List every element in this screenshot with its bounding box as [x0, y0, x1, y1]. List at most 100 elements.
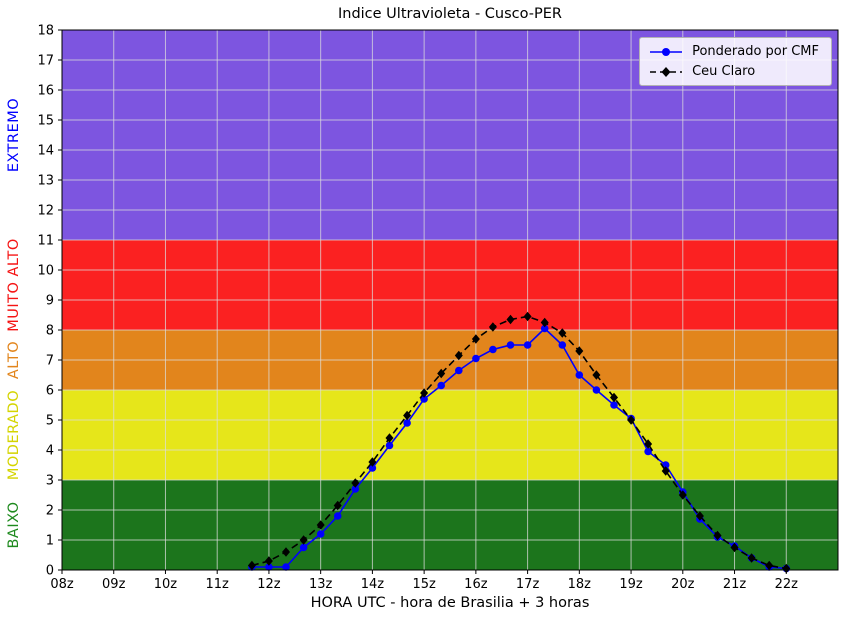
y-tick-label: 16 — [37, 84, 54, 99]
legend-marker-glyph-ponderado-por-cmf — [662, 47, 671, 56]
data-point-ponderado-por-cmf — [644, 447, 652, 456]
band-label-muito-alto: MUITO ALTO — [6, 238, 22, 332]
data-point-ceu-claro — [420, 388, 429, 398]
x-axis-label: HORA UTC - hora de Brasilia + 3 horas — [310, 595, 590, 611]
data-point-ceu-claro — [368, 457, 377, 467]
data-point-ceu-claro — [540, 317, 549, 328]
y-tick-label: 17 — [37, 54, 54, 69]
y-tick-label: 0 — [46, 564, 54, 579]
y-tick-label: 9 — [46, 294, 54, 309]
data-point-ponderado-por-cmf — [472, 354, 480, 363]
data-point-ponderado-por-cmf — [592, 386, 601, 394]
legend-label-ponderado: Ponderado por CMF — [692, 44, 819, 59]
band-muito-alto — [62, 240, 838, 330]
y-tick-label: 6 — [46, 384, 54, 399]
y-tick-label: 1 — [46, 534, 54, 549]
series-line-ponderado-por-cmf — [251, 327, 787, 570]
data-point-ponderado-por-cmf — [523, 341, 532, 349]
data-point-ceu-claro — [488, 322, 497, 332]
data-point-ceu-claro — [592, 370, 601, 380]
data-point-ponderado-por-cmf — [506, 341, 515, 349]
y-tick-label: 4 — [46, 444, 54, 459]
data-point-ceu-claro — [610, 392, 618, 403]
data-point-ceu-claro — [264, 556, 273, 566]
data-point-ponderado-por-cmf — [610, 401, 618, 409]
chart-legend: Ponderado por CMF Ceu Claro — [639, 37, 832, 86]
y-tick-label: 2 — [46, 504, 54, 519]
data-point-ceu-claro — [558, 328, 567, 338]
data-point-ceu-claro — [627, 415, 636, 425]
y-tick-label: 15 — [37, 114, 54, 129]
band-baixo — [62, 480, 838, 570]
legend-marker-ceu-claro-icon — [650, 66, 683, 77]
y-tick-label: 10 — [37, 264, 54, 279]
x-tick-label: 22z — [775, 577, 799, 592]
x-tick-label: 14z — [361, 577, 385, 592]
data-point-ceu-claro — [471, 334, 480, 344]
x-tick-label: 13z — [309, 577, 333, 592]
data-point-ceu-claro — [282, 547, 290, 557]
data-point-ceu-claro — [678, 490, 687, 500]
data-point-ceu-claro — [575, 346, 584, 356]
series-line-ceu-claro — [251, 315, 787, 570]
x-tick-label: 18z — [568, 577, 592, 592]
data-point-ponderado-por-cmf — [455, 366, 463, 375]
y-tick-label: 12 — [37, 204, 54, 219]
data-point-ceu-claro — [437, 368, 446, 379]
data-point-ponderado-por-cmf — [540, 324, 549, 333]
x-tick-label: 11z — [206, 577, 230, 592]
y-tick-label: 11 — [37, 234, 54, 249]
y-tick-label: 14 — [37, 144, 54, 159]
data-point-ceu-claro — [506, 314, 515, 325]
data-point-ceu-claro — [351, 478, 360, 488]
data-point-ponderado-por-cmf — [368, 464, 377, 472]
x-tick-label: 08z — [50, 577, 74, 592]
x-tick-label: 09z — [102, 577, 126, 592]
x-tick-label: 16z — [464, 577, 488, 592]
y-tick-label: 5 — [46, 414, 54, 429]
x-tick-label: 21z — [723, 577, 747, 592]
data-point-ponderado-por-cmf — [385, 441, 394, 450]
x-tick-label: 15z — [412, 577, 436, 592]
band-moderado — [62, 390, 838, 480]
data-point-ponderado-por-cmf — [333, 512, 342, 520]
data-point-ponderado-por-cmf — [575, 371, 584, 379]
legend-marker-glyph-ceu-claro — [661, 66, 671, 77]
data-point-ceu-claro — [316, 520, 325, 530]
data-point-ponderado-por-cmf — [299, 543, 308, 552]
legend-marker-ponderado-icon — [650, 47, 683, 56]
data-point-ceu-claro — [695, 511, 704, 521]
data-point-ponderado-por-cmf — [282, 563, 290, 571]
legend-item-ceu-claro: Ceu Claro — [648, 64, 819, 79]
y-tick-label: 13 — [37, 174, 54, 189]
data-point-ceu-claro — [713, 530, 722, 541]
data-point-ponderado-por-cmf — [316, 530, 325, 538]
band-label-alto: ALTO — [6, 340, 22, 380]
data-point-ceu-claro — [730, 542, 739, 553]
data-point-ponderado-por-cmf — [403, 419, 411, 427]
x-tick-label: 17z — [516, 577, 540, 592]
y-tick-label: 7 — [46, 354, 54, 369]
y-tick-label: 3 — [46, 474, 54, 489]
data-point-ponderado-por-cmf — [489, 345, 497, 354]
data-point-ceu-claro — [644, 439, 653, 449]
x-tick-label: 19z — [619, 577, 643, 592]
data-point-ceu-claro — [247, 560, 256, 571]
legend-item-ponderado: Ponderado por CMF — [648, 44, 819, 59]
data-point-ceu-claro — [782, 563, 791, 574]
data-point-ceu-claro — [299, 535, 308, 545]
data-point-ponderado-por-cmf — [558, 341, 567, 349]
x-tick-label: 20z — [671, 577, 695, 592]
data-point-ceu-claro — [765, 560, 774, 571]
band-label-extremo: EXTREMO — [6, 97, 22, 173]
data-point-ponderado-por-cmf — [437, 381, 446, 390]
data-point-ceu-claro — [661, 466, 670, 476]
legend-label-ceu-claro: Ceu Claro — [692, 64, 756, 79]
y-tick-label: 8 — [46, 324, 54, 339]
data-point-ponderado-por-cmf — [351, 485, 360, 493]
x-tick-label: 12z — [257, 577, 281, 592]
data-point-ponderado-por-cmf — [265, 563, 273, 571]
x-tick-label: 10z — [154, 577, 178, 592]
